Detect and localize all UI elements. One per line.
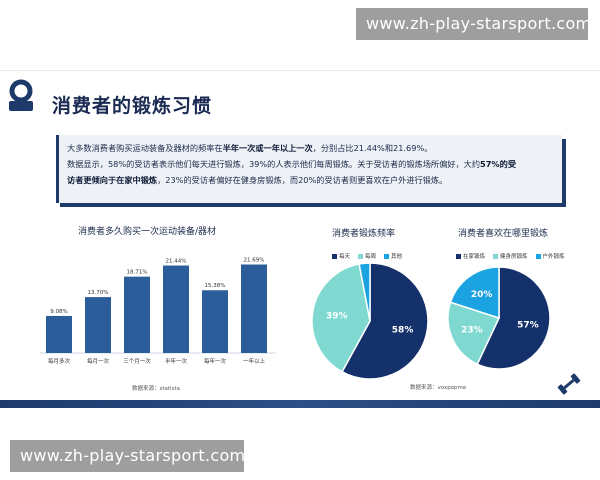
logo-icon bbox=[9, 79, 33, 111]
bar bbox=[46, 315, 72, 353]
place-pie-legend: 在家锻炼 健身房锻炼 户外锻炼 bbox=[456, 252, 565, 260]
legend-item: 健身房锻炼 bbox=[493, 252, 528, 260]
watermark-bottom: www.zh-play-starsport.com bbox=[10, 440, 245, 472]
x-tick-label: 半年一次 bbox=[165, 357, 188, 365]
pie-value-label: 20% bbox=[471, 290, 493, 300]
summary-line-3: 访者更倾向于在家中锻炼，23%的受访者偏好在健身房锻炼，而20%的受访者则更喜欢… bbox=[67, 175, 448, 185]
bar-value-label: 13.70% bbox=[88, 290, 109, 296]
pie-slice bbox=[447, 301, 501, 366]
frequency-pie-source: 数据来源：voxpopme bbox=[410, 385, 467, 391]
bar-value-label: 21.69% bbox=[244, 258, 265, 264]
x-tick-label: 三个月一次 bbox=[123, 357, 151, 365]
pie-slice bbox=[449, 266, 500, 320]
legend-item: 每周 bbox=[358, 252, 376, 260]
summary-line-1: 大多数消费者购买运动装备及器材的频率在半年一次或一年以上一次，分别占比21.44… bbox=[67, 143, 433, 153]
summary-box: 大多数消费者购买运动装备及器材的频率在半年一次或一年以上一次，分别占比21.44… bbox=[56, 135, 562, 203]
x-tick-label: 一年以上 bbox=[243, 357, 266, 365]
bar bbox=[241, 264, 267, 353]
bar bbox=[124, 276, 150, 353]
pie-slice bbox=[311, 263, 371, 373]
slide-footer-bar bbox=[0, 400, 600, 408]
legend-item: 户外锻炼 bbox=[535, 252, 565, 260]
summary-line-2: 数据显示，58%的受访者表示他们每天进行锻炼，39%的人表示他们每周锻炼。关于受… bbox=[67, 159, 517, 169]
bar-value-label: 9.08% bbox=[50, 309, 67, 315]
pie-slice bbox=[341, 262, 429, 380]
bar-value-label: 21.44% bbox=[166, 259, 187, 265]
frequency-pie-legend: 每天 每周 其他 bbox=[332, 252, 402, 260]
frequency-pie-title: 消费者锻炼频率 bbox=[332, 229, 396, 239]
pie-value-label: 23% bbox=[461, 326, 483, 336]
legend-item: 每天 bbox=[332, 252, 350, 260]
x-tick-label: 每年一次 bbox=[204, 357, 227, 365]
pie-value-label: 57% bbox=[517, 320, 539, 330]
pie-value-label: 39% bbox=[326, 312, 348, 322]
bar bbox=[85, 297, 111, 353]
page-title: 消费者的锻炼习惯 bbox=[52, 95, 213, 117]
pie-slice bbox=[476, 266, 551, 370]
place-pie-title: 消费者喜欢在哪里锻炼 bbox=[458, 229, 549, 239]
x-tick-label: 每月多次 bbox=[48, 357, 71, 365]
legend-item: 其他 bbox=[384, 252, 402, 260]
frequency-pie-chart: 58% 39% bbox=[311, 262, 429, 380]
bar-chart-title: 消费者多久购买一次运动装备/器材 bbox=[78, 227, 217, 237]
pie-value-label: 58% bbox=[392, 325, 414, 335]
place-pie-chart: 57% 23% 20% bbox=[447, 266, 551, 370]
bar-value-label: 18.71% bbox=[127, 270, 148, 276]
dumbbell-icon bbox=[557, 373, 581, 395]
bar bbox=[163, 265, 189, 353]
slide: 消费者的锻炼习惯 大多数消费者购买运动装备及器材的频率在半年一次或一年以上一次，… bbox=[0, 70, 600, 408]
bar-chart-source: 数据来源：statista bbox=[132, 386, 180, 392]
x-tick-label: 每月一次 bbox=[87, 357, 110, 365]
legend-item: 在家锻炼 bbox=[456, 252, 485, 260]
pie-slice bbox=[358, 262, 371, 322]
watermark-top: www.zh-play-starsport.com bbox=[356, 8, 591, 40]
bar bbox=[202, 290, 228, 353]
bar-chart: 9.08% 每月多次 13.70% 每月一次 18.71% 三个月一次 21.44% 半年一次… bbox=[40, 258, 276, 365]
bar-value-label: 15.38% bbox=[205, 283, 226, 289]
